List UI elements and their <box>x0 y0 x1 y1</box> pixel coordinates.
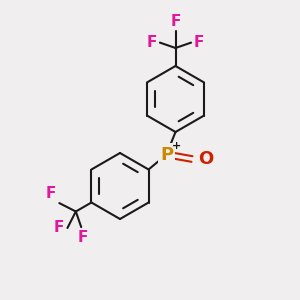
Text: O: O <box>199 150 214 168</box>
Text: F: F <box>170 14 181 29</box>
Text: F: F <box>53 220 64 236</box>
Text: F: F <box>46 186 56 201</box>
Text: F: F <box>194 35 205 50</box>
Text: F: F <box>77 230 88 245</box>
Text: F: F <box>146 35 157 50</box>
Text: +: + <box>172 141 181 151</box>
Text: P: P <box>160 146 173 164</box>
